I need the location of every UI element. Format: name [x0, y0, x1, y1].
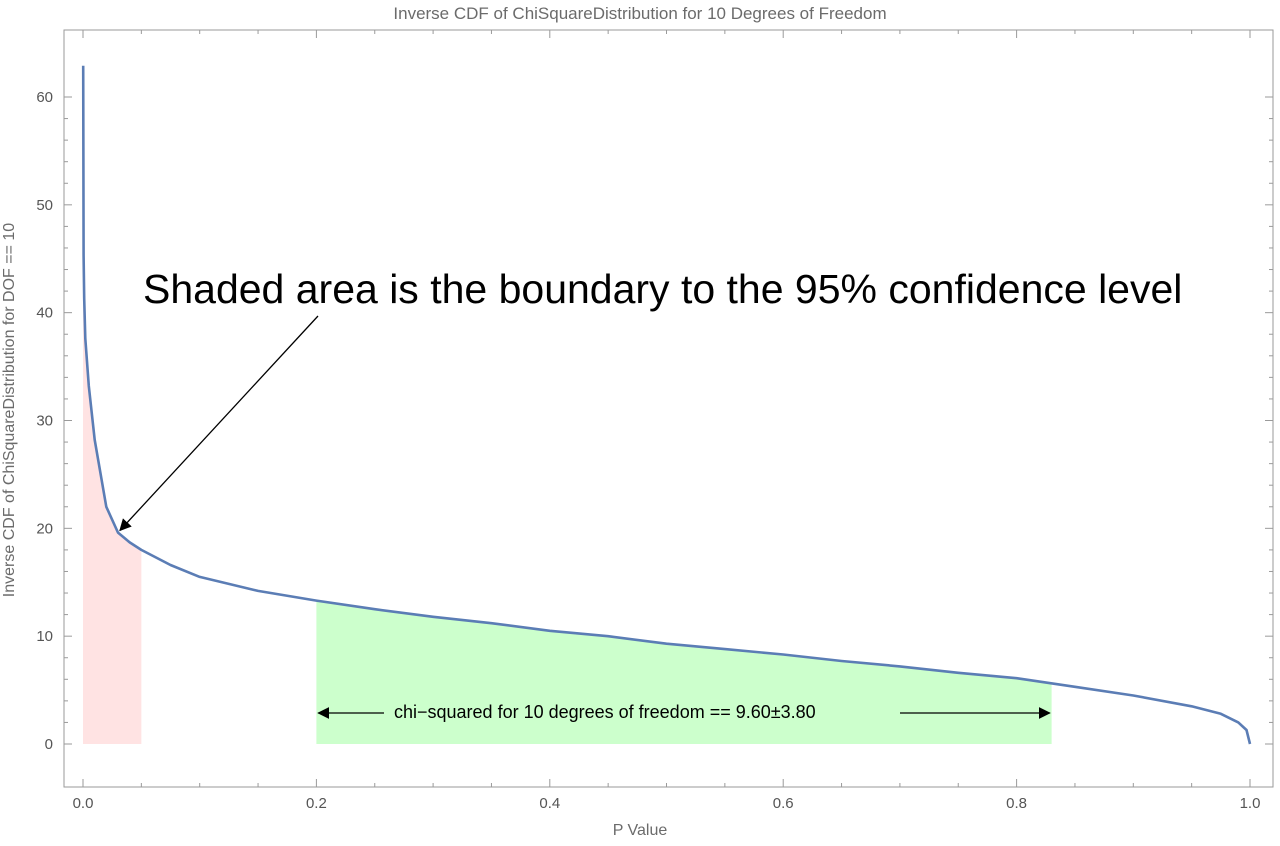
x-tick-label: 0.2: [306, 795, 327, 812]
chart-title: Inverse CDF of ChiSquareDistribution for…: [393, 4, 887, 23]
y-tick-label: 20: [36, 520, 53, 537]
y-tick-label: 50: [36, 197, 53, 214]
y-tick-label: 0: [45, 736, 53, 753]
annotation-confidence: Shaded area is the boundary to the 95% c…: [143, 266, 1183, 312]
x-tick-label: 0.6: [773, 795, 794, 812]
y-tick-label: 60: [36, 89, 53, 106]
y-tick-label: 40: [36, 305, 53, 322]
shaded-region-1: [83, 65, 142, 744]
y-tick-label: 30: [36, 413, 53, 430]
annotation-arrow-confidence: [119, 315, 319, 532]
x-tick-label: 0.8: [1006, 795, 1027, 812]
x-tick-label: 0.4: [539, 795, 560, 812]
x-tick-label: 1.0: [1240, 795, 1261, 812]
plot-frame: [63, 29, 1274, 788]
shaded-region-2: [316, 600, 1052, 744]
y-tick-label: 10: [36, 628, 53, 645]
y-axis-label: Inverse CDF of ChiSquareDistribution for…: [1, 222, 18, 598]
x-tick-label: 0.0: [73, 795, 94, 812]
annotation-chi-squared: chi−squared for 10 degrees of freedom ==…: [394, 702, 816, 722]
series-line: [81, 65, 1252, 745]
x-axis-label: P Value: [612, 822, 668, 839]
